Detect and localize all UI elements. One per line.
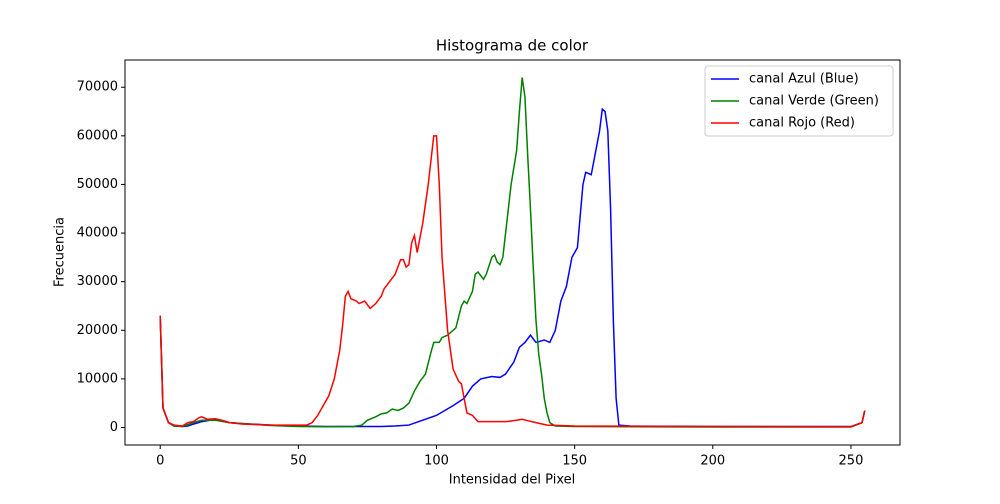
chart-title: Histograma de color	[436, 37, 589, 55]
x-tick-label: 250	[839, 454, 864, 469]
x-tick-label: 150	[562, 454, 587, 469]
y-tick-label: 20000	[77, 323, 118, 338]
y-tick-label: 40000	[77, 226, 118, 241]
legend-label: canal Azul (Blue)	[749, 72, 859, 87]
y-tick-label: 10000	[77, 371, 118, 386]
legend-label: canal Rojo (Red)	[749, 116, 855, 131]
series-line	[159, 77, 866, 428]
x-tick-label: 100	[424, 454, 449, 469]
x-tick-label: 200	[700, 454, 725, 469]
x-axis-label: Intensidad del Pixel	[449, 473, 575, 488]
y-tick-label: 0	[110, 420, 118, 435]
legend-label: canal Verde (Green)	[749, 94, 879, 109]
y-axis-label: Frecuencia	[53, 217, 68, 287]
y-tick-label: 50000	[77, 177, 118, 192]
plot-frame	[124, 59, 901, 446]
y-tick-label: 30000	[77, 274, 118, 289]
legend-box	[704, 65, 894, 137]
x-tick-label: 50	[290, 454, 307, 469]
y-tick-label: 70000	[77, 80, 118, 95]
x-tick-label: 0	[156, 454, 164, 469]
series-line	[159, 135, 866, 428]
y-tick-label: 60000	[77, 128, 118, 143]
